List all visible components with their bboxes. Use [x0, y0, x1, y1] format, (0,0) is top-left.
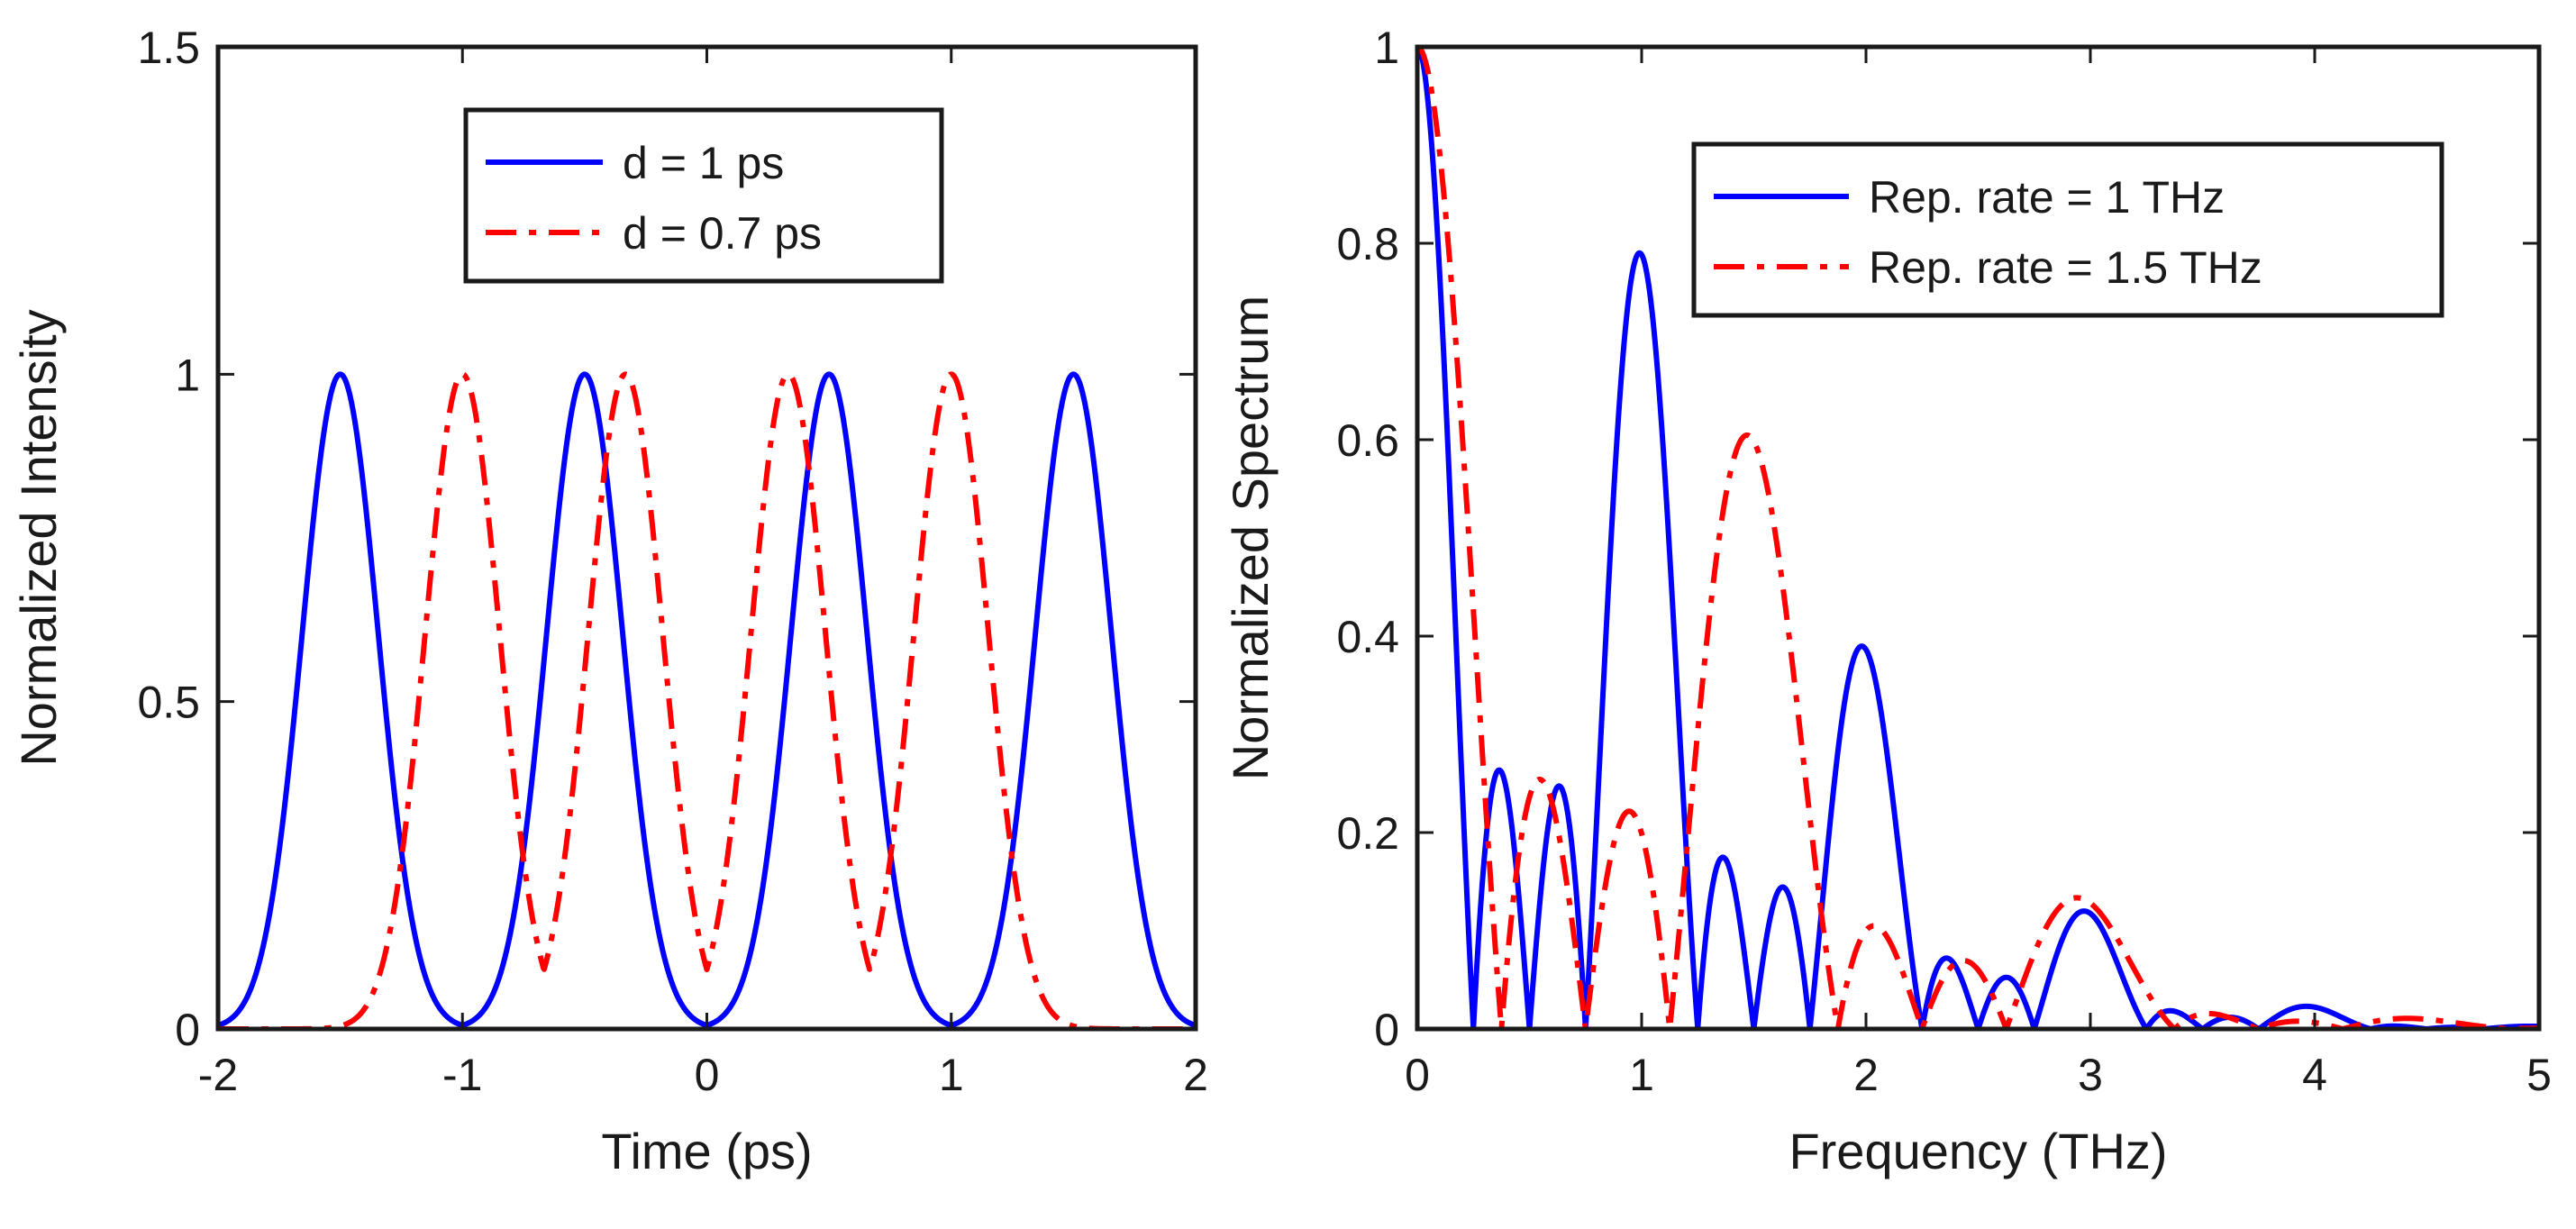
legend-label-d-0-7-ps: d = 0.7 ps [623, 208, 822, 259]
x-axis-label: Time (ps) [601, 1123, 812, 1179]
y-tick-label: 0.8 [1336, 219, 1399, 269]
x-tick-label: 3 [2078, 1050, 2103, 1100]
legend-box [463, 107, 944, 284]
legend: Rep. rate = 1 THz Rep. rate = 1.5 THz [1691, 141, 2444, 318]
series-line-d-0-7-ps [218, 371, 1196, 1029]
series-line-rep-rate-1-5-thz [1417, 47, 2539, 1029]
axes-frame [215, 44, 1198, 1032]
x-tick-label: 0 [1405, 1050, 1430, 1100]
y-tick-label: 0 [175, 1005, 200, 1055]
y-tick-label: 0.6 [1336, 415, 1399, 466]
y-tick-label: 0.2 [1336, 808, 1399, 859]
x-tick-label: -1 [442, 1050, 482, 1100]
y-tick-label: 1 [1374, 23, 1399, 73]
y-tick-label: 0.5 [137, 678, 200, 728]
legend-label-rep-rate-1-thz: Rep. rate = 1 THz [1869, 172, 2225, 223]
plot-area [1417, 47, 2539, 1029]
x-tick-label: 5 [2526, 1050, 2552, 1100]
plot-area [218, 371, 1196, 1029]
y-tick-label: 0.4 [1336, 612, 1399, 662]
y-tick-label: 1.5 [137, 23, 200, 73]
legend-box [1691, 141, 2444, 318]
axes-frame [1415, 44, 2542, 1032]
y-tick-label: 1 [175, 350, 200, 400]
x-tick-label: 1 [939, 1050, 964, 1100]
series-line-d-1-ps [218, 371, 1196, 1028]
x-tick-label: 0 [695, 1050, 720, 1100]
x-tick-label: 4 [2302, 1050, 2327, 1100]
y-tick-label: 0 [1374, 1005, 1399, 1055]
x-axis-label: Frequency (THz) [1789, 1123, 2167, 1179]
x-tick-label: 2 [1853, 1050, 1879, 1100]
x-tick-label: -2 [198, 1050, 238, 1100]
legend: d = 1 ps d = 0.7 ps [463, 107, 944, 284]
y-axis-label: Normalized Spectrum [1222, 296, 1279, 780]
legend-label-d-1-ps: d = 1 ps [623, 138, 784, 188]
x-tick-label: 1 [1629, 1050, 1654, 1100]
y-axis-label: Normalized Intensity [10, 309, 67, 766]
legend-label-rep-rate-1-5-thz: Rep. rate = 1.5 THz [1869, 242, 2262, 293]
frequency-domain-panel: 0 1 2 3 4 5 0 0.2 0.4 0.6 0.8 1 Frequency (THz) Norma… [1222, 23, 2552, 1179]
x-tick-label: 2 [1183, 1050, 1208, 1100]
time-domain-panel: -2 -1 0 1 2 0 0.5 1 1.5 Time (ps) Normalized Inten… [10, 23, 1208, 1179]
series-line-rep-rate-1-thz [1417, 47, 2539, 1029]
